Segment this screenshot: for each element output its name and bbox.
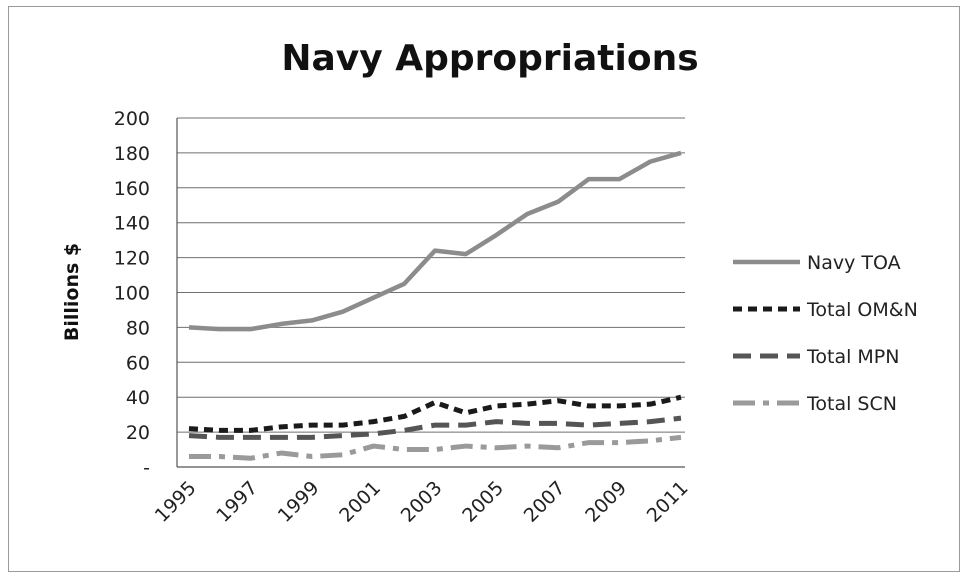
chart-title: Navy Appropriations (281, 38, 698, 79)
legend-label: Total MPN (806, 346, 899, 368)
x-tick-label: 2011 (643, 477, 693, 527)
legend-label: Total SCN (806, 393, 897, 415)
y-tick-label: 160 (114, 178, 150, 200)
legend-label: Navy TOA (807, 252, 901, 274)
y-tick-label: 140 (114, 213, 150, 235)
y-tick-label: 60 (126, 352, 150, 374)
y-tick-label: 100 (114, 283, 150, 305)
y-tick-label: 80 (126, 317, 150, 339)
x-tick-label: 1997 (212, 477, 262, 527)
y-tick-label: 120 (114, 248, 150, 270)
x-tick-label: 1995 (151, 477, 201, 527)
x-tick-label: 1999 (274, 477, 324, 527)
series-line-2 (188, 415, 682, 440)
x-tick-label: 2009 (581, 477, 631, 527)
legend-label: Total OM&N (806, 299, 918, 321)
chart-frame (8, 6, 960, 572)
series-line-0 (188, 150, 682, 332)
x-tick-label: 2001 (335, 477, 385, 527)
y-tick-label: 180 (114, 143, 150, 165)
y-axis-label: Billions $ (61, 243, 83, 341)
grid-lines (176, 117, 685, 468)
x-tick-label: 2005 (458, 477, 508, 527)
x-tick-label: 2007 (520, 477, 570, 527)
series-lines (188, 150, 682, 461)
y-tick-label: 20 (126, 422, 150, 444)
legend: Navy TOA Total OM&N Total MPN Total SCN (733, 252, 918, 415)
series-line-1 (188, 394, 682, 433)
y-tick-labels: - 20 40 60 80 100 120 140 160 180 200 (114, 108, 150, 479)
y-tick-label: 40 (126, 387, 150, 409)
series-line-3 (189, 434, 682, 461)
y-tick-label: 200 (114, 108, 150, 130)
x-tick-label: 2003 (397, 477, 447, 527)
x-tick-labels: 1995 1997 1999 2001 2003 2005 2007 2009 2011 (151, 477, 693, 527)
y-tick-label: - (143, 457, 150, 479)
